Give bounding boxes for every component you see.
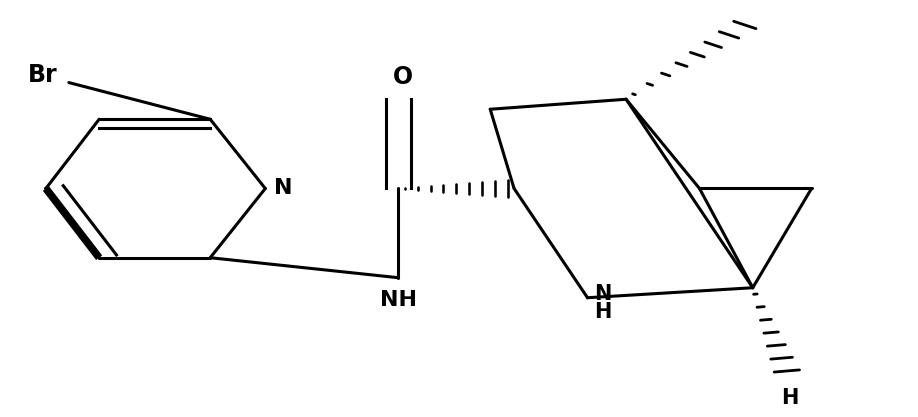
Text: O: O <box>393 65 413 89</box>
Text: H: H <box>781 388 798 408</box>
Text: H: H <box>594 302 611 322</box>
Text: Br: Br <box>28 63 57 87</box>
Text: N: N <box>594 284 611 304</box>
Text: N: N <box>274 178 293 198</box>
Text: NH: NH <box>380 290 417 310</box>
